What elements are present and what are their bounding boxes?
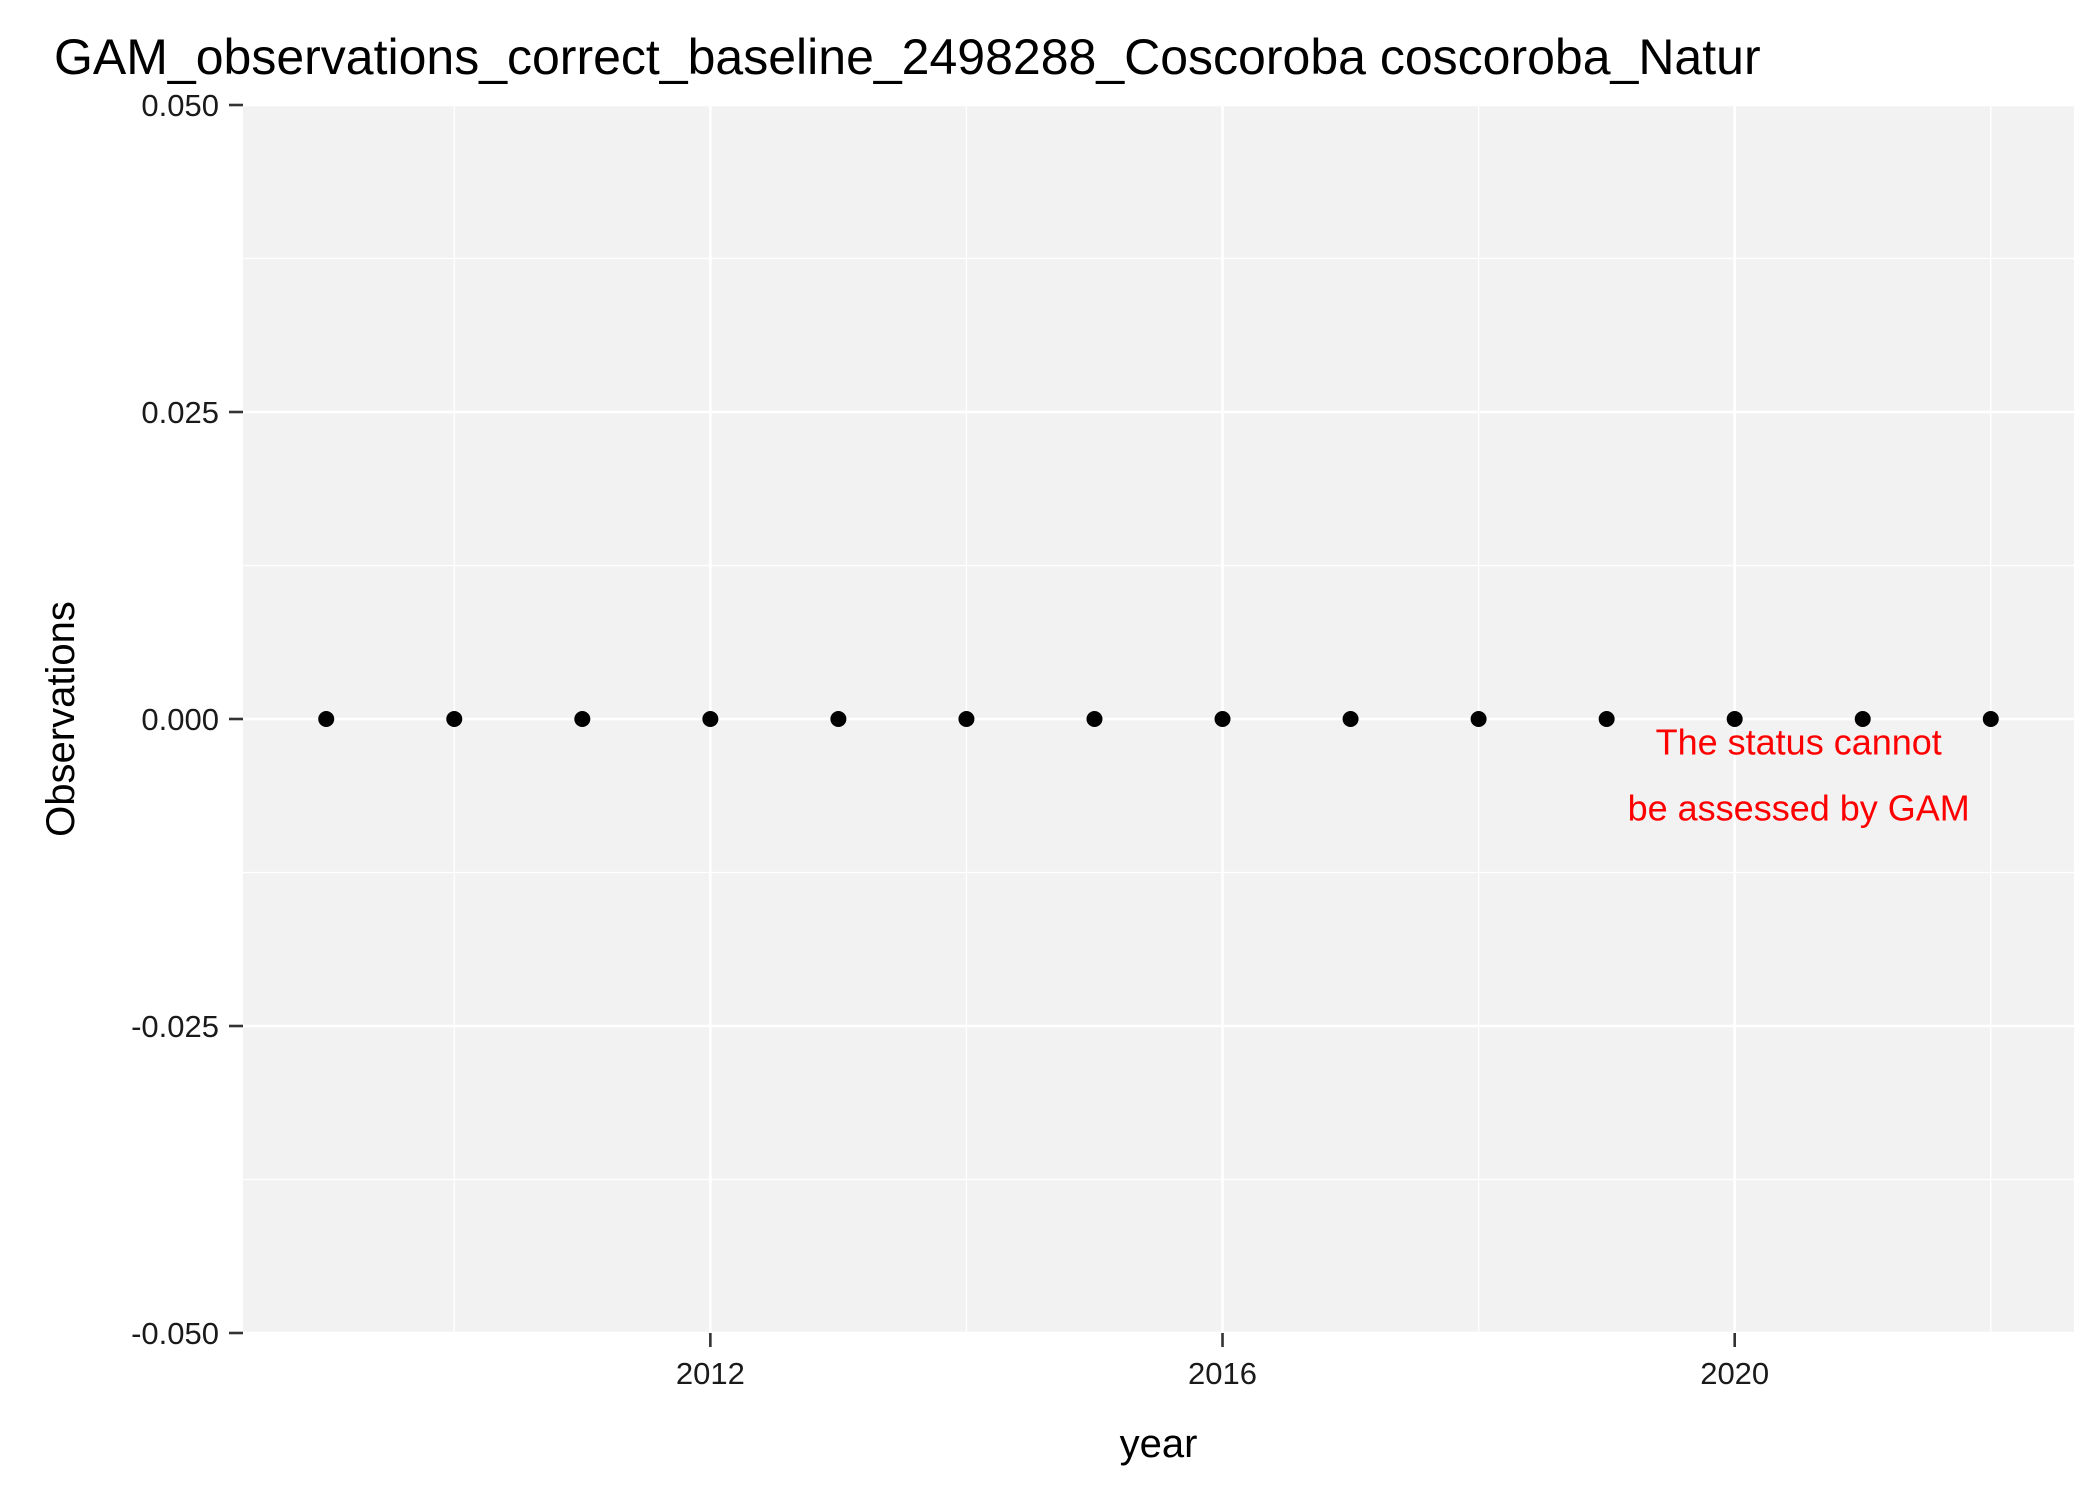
x-axis-title: year (1120, 1422, 1198, 1466)
status-annotation: The status cannot be assessed by GAM (1628, 721, 1970, 828)
x-tick-label: 2012 (676, 1356, 745, 1391)
annotation-line: be assessed by GAM (1628, 787, 1970, 828)
x-axis: 2012 2016 2020 (676, 1333, 1769, 1391)
data-point (1086, 711, 1103, 727)
y-axis: -0.050 -0.025 0.000 0.025 0.050 (131, 88, 243, 1351)
data-point (1470, 711, 1487, 727)
data-point (702, 711, 719, 727)
data-point (1854, 711, 1871, 727)
chart-title: GAM_observations_correct_baseline_249828… (54, 29, 1761, 85)
data-point (1342, 711, 1359, 727)
y-tick-label: 0.025 (141, 395, 219, 430)
y-tick-label: -0.050 (131, 1316, 219, 1351)
y-tick-label: 0.000 (141, 702, 219, 737)
data-point (446, 711, 463, 727)
data-point (958, 711, 975, 727)
data-point (1214, 711, 1231, 727)
x-tick-label: 2016 (1188, 1356, 1257, 1391)
y-tick-label: 0.050 (141, 88, 219, 123)
annotation-line: The status cannot (1656, 721, 1942, 762)
x-tick-label: 2020 (1700, 1356, 1769, 1391)
data-point (830, 711, 847, 727)
data-point (318, 711, 335, 727)
y-axis-title: Observations (39, 601, 83, 837)
data-points (318, 711, 1999, 727)
data-point (1726, 711, 1743, 727)
data-point (1982, 711, 1999, 727)
data-point (1598, 711, 1615, 727)
y-tick-label: -0.025 (131, 1009, 219, 1044)
data-point (574, 711, 591, 727)
